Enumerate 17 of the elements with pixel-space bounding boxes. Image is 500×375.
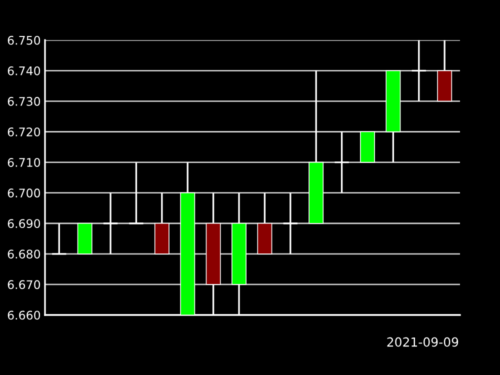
y-tick-label: 6.740 — [8, 66, 40, 76]
candlestick — [51, 222, 68, 255]
candlestick — [128, 161, 144, 224]
candlestick — [410, 40, 427, 102]
y-tick-label: 6.680 — [8, 250, 40, 259]
y-tick-label: 6.670 — [8, 280, 40, 290]
y-tick-label: 6.750 — [8, 36, 40, 45]
candlestick — [334, 130, 350, 194]
candlestick — [102, 192, 118, 255]
y-tick-label: 6.720 — [8, 127, 40, 136]
text: 2021-09-09 — [387, 337, 458, 347]
y-tick-label: 6.690 — [8, 219, 40, 228]
candlestick — [282, 192, 298, 255]
y-tick-label: 6.730 — [8, 96, 40, 106]
y-tick-label: 6.700 — [8, 188, 40, 198]
y-tick-label: 6.660 — [8, 310, 40, 320]
y-tick-label: 6.710 — [8, 158, 40, 167]
